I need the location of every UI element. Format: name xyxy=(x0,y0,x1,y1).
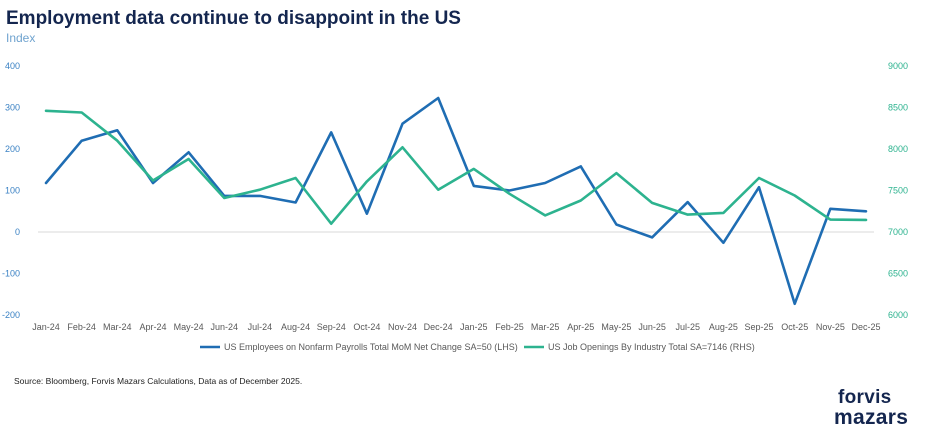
x-tick-label: Sep-25 xyxy=(745,322,774,332)
y-right-tick-label: 7000 xyxy=(888,227,908,237)
x-tick-label: Feb-25 xyxy=(495,322,524,332)
series-line-payrolls xyxy=(44,96,868,306)
y-right-tick-label: 7500 xyxy=(888,186,908,196)
x-tick-label: Aug-25 xyxy=(709,322,738,332)
x-tick-label: Nov-24 xyxy=(388,322,417,332)
x-tick-label: Sep-24 xyxy=(317,322,346,332)
x-tick-label: Mar-24 xyxy=(103,322,132,332)
x-tick-label: Apr-24 xyxy=(139,322,166,332)
y-right-tick-label: 9000 xyxy=(888,61,908,71)
x-tick-label: Feb-24 xyxy=(67,322,96,332)
logo-text-mazars: mazars xyxy=(834,406,909,429)
chart-title: Employment data continue to disappoint i… xyxy=(6,8,461,29)
forvis-mazars-logo: forvis mazars xyxy=(834,387,909,429)
x-tick-label: May-24 xyxy=(174,322,204,332)
line-chart: 400 300 200 100 0 -100 -200 9000 8500 8000 7500 700… xyxy=(2,61,908,352)
y-right-tick-label: 6500 xyxy=(888,269,908,279)
x-tick-label: Nov-25 xyxy=(816,322,845,332)
x-tick-label: Jan-24 xyxy=(32,322,60,332)
y-left-tick-label: 200 xyxy=(5,144,20,154)
x-tick-label: Oct-25 xyxy=(781,322,808,332)
x-tick-label: Dec-25 xyxy=(851,322,880,332)
logo-text-forvis: forvis xyxy=(838,387,892,408)
y-right-tick-label: 8000 xyxy=(888,144,908,154)
y-left-tick-label: 0 xyxy=(15,227,20,237)
y-right-tick-label: 6000 xyxy=(888,310,908,320)
x-tick-label: Apr-25 xyxy=(567,322,594,332)
legend-payrolls-label: US Employees on Nonfarm Payrolls Total M… xyxy=(224,342,518,352)
x-tick-label: Jul-25 xyxy=(675,322,700,332)
source-note: Source: Bloomberg, Forvis Mazars Calcula… xyxy=(14,376,303,386)
x-tick-label: Dec-24 xyxy=(424,322,453,332)
x-tick-label: Oct-24 xyxy=(353,322,380,332)
x-tick-label: Jan-25 xyxy=(460,322,488,332)
series-line-job-openings xyxy=(44,109,868,225)
x-tick-label: Jun-25 xyxy=(638,322,666,332)
x-tick-label: Aug-24 xyxy=(281,322,310,332)
x-tick-label: Mar-25 xyxy=(531,322,560,332)
y-right-tick-label: 8500 xyxy=(888,103,908,113)
y-left-tick-label: 100 xyxy=(5,186,20,196)
y-left-tick-label: 300 xyxy=(5,103,20,113)
chart-subtitle: Index xyxy=(6,31,36,45)
y-left-tick-label: -100 xyxy=(2,269,20,279)
x-tick-label: Jul-24 xyxy=(248,322,273,332)
x-tick-label: Jun-24 xyxy=(210,322,238,332)
legend-job-openings-label: US Job Openings By Industry Total SA=714… xyxy=(548,342,755,352)
y-left-tick-label: 400 xyxy=(5,61,20,71)
y-left-tick-label: -200 xyxy=(2,310,20,320)
x-tick-label: May-25 xyxy=(601,322,631,332)
